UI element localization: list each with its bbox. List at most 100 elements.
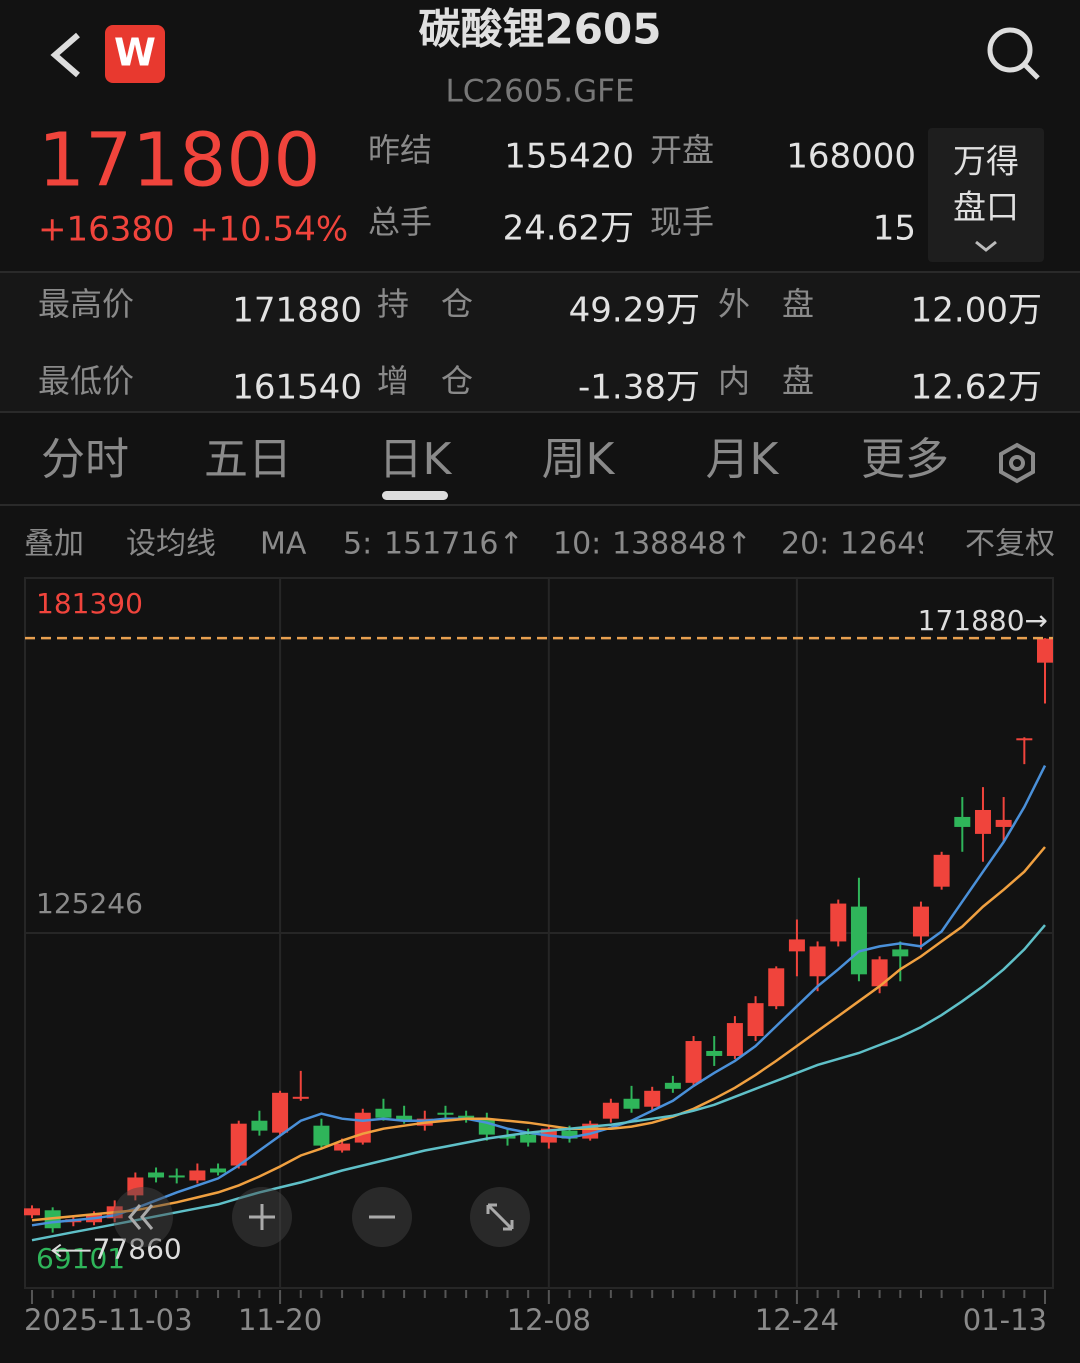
ma-line <box>31 846 1046 1222</box>
candle-body <box>458 1115 475 1119</box>
fullscreen-button[interactable] <box>470 1187 530 1247</box>
candle-body <box>437 1112 454 1115</box>
tab[interactable]: 周K <box>542 434 616 485</box>
tab[interactable]: 五日 <box>204 434 292 485</box>
adjust-button[interactable]: 不复权 <box>965 527 1055 562</box>
tab[interactable]: 分时 <box>41 434 129 485</box>
candle-body <box>768 968 785 1007</box>
candle-body <box>871 959 888 987</box>
stat-label: 内 盘 <box>718 362 814 400</box>
field-label: 开盘 <box>650 131 714 169</box>
change-pct: +10.54% <box>190 210 348 250</box>
candle-body <box>189 1170 206 1181</box>
candle-body <box>809 946 826 977</box>
max-label: 171880→ <box>918 604 1048 637</box>
logo-bg <box>105 25 165 83</box>
search-button[interactable] <box>987 27 1040 80</box>
tab[interactable]: 日K <box>379 434 453 485</box>
candle-body <box>830 903 847 942</box>
x-tick-label: 2025-11-03 <box>24 1303 193 1337</box>
field-value: 155420 <box>504 137 634 177</box>
candle-body <box>148 1172 165 1178</box>
tab-bar: 分时 五日 日K 周K 月K 更多 <box>41 434 949 500</box>
legend-name: 20: <box>781 527 829 562</box>
chevron <box>975 240 997 252</box>
tab-indicator <box>382 491 448 500</box>
ma-label: MA <box>260 527 307 562</box>
min-label: 77860 <box>93 1233 182 1266</box>
scroll-left-button[interactable] <box>113 1187 173 1247</box>
candle-body <box>933 854 950 887</box>
ma-line <box>31 924 1046 1242</box>
stat-value: 12.00万 <box>911 291 1042 331</box>
depth-button-bg <box>928 128 1044 262</box>
candle-body <box>685 1041 702 1083</box>
price: 171800 <box>38 118 321 204</box>
candle-body <box>912 906 929 937</box>
legend-name: 5: <box>343 527 372 562</box>
stats-bg <box>0 273 1080 412</box>
x-tick-label: 01-13 <box>963 1303 1047 1337</box>
candle-body <box>210 1168 227 1173</box>
candle-body <box>561 1130 578 1139</box>
candle-body <box>726 1023 743 1056</box>
candle-body <box>24 1208 40 1216</box>
candle-body <box>1016 738 1033 741</box>
candle-body <box>954 816 971 827</box>
stat-label: 最高价 <box>38 285 134 323</box>
field-value: 15 <box>873 209 916 249</box>
chart-controls <box>113 1187 530 1247</box>
depth-label: 盘口 <box>953 188 1019 227</box>
code: LC2605.GFE <box>445 74 634 110</box>
candle-body <box>623 1098 640 1109</box>
y-tick-label: 69101 <box>36 1242 125 1275</box>
candle-body <box>168 1175 185 1178</box>
candle-body <box>292 1096 309 1099</box>
legend-name: 10: <box>553 527 601 562</box>
title: 碳酸锂2605 <box>419 5 662 54</box>
candle-body <box>664 1082 681 1089</box>
candle-body <box>788 939 805 952</box>
candle-body <box>850 906 867 975</box>
settings-button[interactable] <box>999 442 1035 484</box>
zoom-in-button[interactable] <box>232 1187 292 1247</box>
candle-body <box>892 949 909 957</box>
logo: W <box>114 31 156 75</box>
candle-body <box>602 1102 619 1119</box>
stat-value: -1.38万 <box>578 368 700 408</box>
stat-value: 161540 <box>232 368 362 408</box>
ma-line <box>31 765 1047 1227</box>
x-tick-label: 12-24 <box>755 1303 839 1337</box>
candle-body <box>747 1003 764 1037</box>
min-arrow <box>51 1243 91 1258</box>
x-tick-label: 12-08 <box>507 1303 591 1337</box>
stat-value: 49.29万 <box>569 291 700 331</box>
candle-body <box>354 1112 371 1143</box>
field-value: 168000 <box>786 137 916 177</box>
candle-body <box>251 1120 268 1131</box>
stat-label: 增 仓 <box>377 362 473 400</box>
candle-body <box>520 1134 537 1143</box>
candle-body <box>375 1108 392 1118</box>
zoom-out-button[interactable] <box>352 1187 412 1247</box>
tab[interactable]: 更多 <box>861 434 949 485</box>
candle-body <box>644 1090 661 1107</box>
candle-body <box>499 1135 516 1139</box>
field-label: 昨结 <box>368 131 432 169</box>
legend-value: 151716↑ <box>384 527 524 562</box>
change: +16380 <box>38 210 175 250</box>
legend-value: 138848↑ <box>612 527 752 562</box>
overlay-button[interactable]: 叠加 <box>24 527 84 562</box>
depth-button[interactable]: 万得 盘口 <box>928 128 1044 262</box>
stat-label: 外 盘 <box>718 285 814 323</box>
stat-value: 171880 <box>232 291 362 331</box>
candle-body <box>1037 638 1053 663</box>
back-button[interactable] <box>50 32 80 78</box>
legend-value: 126490 <box>840 527 955 562</box>
candle-body <box>706 1050 723 1056</box>
y-tick-label: 181390 <box>36 587 143 620</box>
set-ma-button[interactable]: 设均线 <box>126 527 216 562</box>
depth-label: 万得 <box>953 142 1019 181</box>
tab[interactable]: 月K <box>706 434 780 485</box>
